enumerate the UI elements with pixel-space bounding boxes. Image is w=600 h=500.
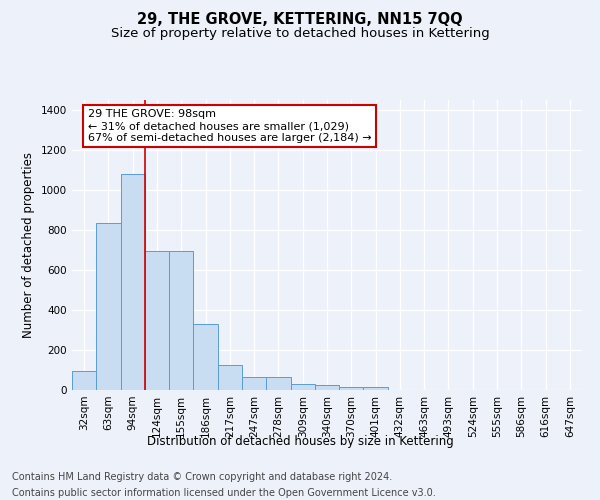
Bar: [96, 223, 121, 390]
Bar: [193, 324, 218, 390]
Bar: [339, 387, 364, 390]
Bar: [72, 371, 96, 390]
Text: Contains HM Land Registry data © Crown copyright and database right 2024.: Contains HM Land Registry data © Crown c…: [12, 472, 392, 482]
Text: 29 THE GROVE: 98sqm
← 31% of detached houses are smaller (1,029)
67% of semi-det: 29 THE GROVE: 98sqm ← 31% of detached ho…: [88, 110, 371, 142]
Text: Size of property relative to detached houses in Kettering: Size of property relative to detached ho…: [110, 28, 490, 40]
Bar: [266, 377, 290, 390]
Bar: [290, 384, 315, 390]
Bar: [242, 377, 266, 390]
Text: Contains public sector information licensed under the Open Government Licence v3: Contains public sector information licen…: [12, 488, 436, 498]
Text: 29, THE GROVE, KETTERING, NN15 7QQ: 29, THE GROVE, KETTERING, NN15 7QQ: [137, 12, 463, 28]
Bar: [145, 251, 169, 390]
Y-axis label: Number of detached properties: Number of detached properties: [22, 152, 35, 338]
Bar: [364, 387, 388, 390]
Bar: [315, 385, 339, 390]
Bar: [218, 365, 242, 390]
Bar: [169, 251, 193, 390]
Text: Distribution of detached houses by size in Kettering: Distribution of detached houses by size …: [146, 435, 454, 448]
Bar: [121, 174, 145, 390]
